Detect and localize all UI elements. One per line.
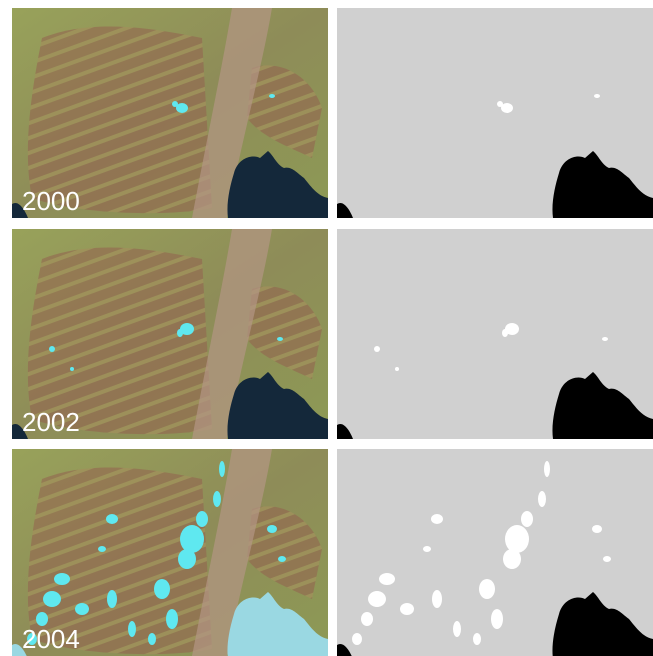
snow-patch — [54, 573, 70, 585]
snow-mask — [602, 337, 608, 341]
snow-patch — [107, 590, 117, 608]
mountain-area — [27, 26, 212, 214]
snow-patch — [277, 337, 283, 341]
water-mask — [337, 423, 353, 439]
snow-patch — [177, 329, 183, 337]
satellite-image: 2004 — [12, 449, 328, 656]
snow-patch — [278, 556, 286, 562]
water-mask — [337, 202, 353, 218]
classification-map — [337, 8, 653, 218]
snow-mask — [603, 556, 611, 562]
snow-mask — [501, 103, 513, 113]
snow-mask — [503, 549, 521, 569]
water-mask — [552, 151, 653, 218]
snow-patch — [106, 514, 118, 524]
mountain-area — [27, 247, 212, 435]
snow-mask — [374, 346, 380, 352]
snow-patch — [70, 367, 74, 371]
snow-mask — [497, 101, 503, 107]
snow-mask — [431, 514, 443, 524]
snow-mask — [521, 511, 533, 527]
snow-mask — [594, 94, 600, 98]
lake — [12, 423, 28, 439]
valley-band — [192, 8, 272, 218]
snow-mask — [432, 590, 442, 608]
snow-patch — [213, 491, 221, 507]
snow-mask — [395, 367, 399, 371]
snow-mask — [505, 323, 519, 335]
snow-patch — [148, 633, 156, 645]
snow-patch — [128, 621, 136, 637]
snow-patch — [178, 549, 196, 569]
classification-map — [337, 449, 653, 656]
snow-mask — [544, 461, 550, 477]
snow-mask — [453, 621, 461, 637]
snow-patch — [180, 525, 204, 553]
snow-patch — [154, 579, 170, 599]
snow-patch — [180, 323, 194, 335]
mountain-area — [247, 506, 322, 599]
snow-mask — [400, 603, 414, 615]
snow-patch — [172, 101, 178, 107]
snow-mask — [379, 573, 395, 585]
mountain-area — [27, 467, 212, 655]
snow-mask — [505, 525, 529, 553]
snow-mask — [368, 591, 386, 607]
snow-patch — [98, 546, 106, 552]
snow-patch — [269, 94, 275, 98]
snow-patch — [219, 461, 225, 477]
mountain-area — [247, 286, 322, 379]
snow-patch — [49, 346, 55, 352]
snow-patch — [166, 609, 178, 629]
snow-patch — [27, 633, 37, 645]
year-label: 2004 — [22, 624, 80, 654]
classification-map — [337, 229, 653, 439]
snow-mask — [491, 609, 503, 629]
snow-mask — [352, 633, 362, 645]
snow-mask — [361, 612, 373, 626]
water-mask — [552, 372, 653, 439]
snow-patch — [267, 525, 277, 533]
water-mask — [552, 592, 653, 656]
lake — [12, 644, 27, 656]
snow-patch — [176, 103, 188, 113]
snow-patch — [75, 603, 89, 615]
mountain-area — [247, 65, 322, 158]
lake — [12, 202, 28, 218]
satellite-image: 2000 — [12, 8, 328, 218]
lake — [227, 372, 328, 439]
lake — [227, 151, 328, 218]
snow-patch — [196, 511, 208, 527]
valley-band — [192, 229, 272, 439]
water-mask — [337, 644, 352, 656]
lake — [227, 592, 328, 656]
satellite-image: 2002 — [12, 229, 328, 439]
snow-mask — [479, 579, 495, 599]
snow-mask — [473, 633, 481, 645]
snow-patch — [43, 591, 61, 607]
snow-mask — [502, 329, 508, 337]
valley-band — [192, 449, 272, 656]
snow-patch — [36, 612, 48, 626]
snow-mask — [423, 546, 431, 552]
snow-mask — [538, 491, 546, 507]
year-label: 2000 — [22, 186, 80, 216]
year-label: 2002 — [22, 407, 80, 437]
snow-mask — [592, 525, 602, 533]
